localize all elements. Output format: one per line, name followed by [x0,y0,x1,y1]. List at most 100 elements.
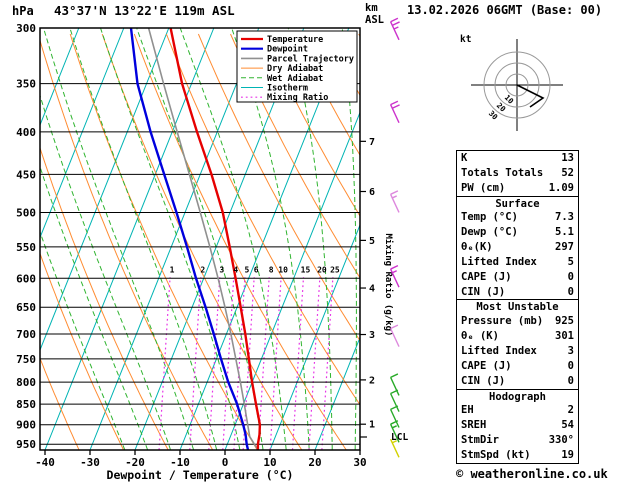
pressure-tick-label: 850 [16,398,36,411]
temperature-curve [169,28,262,450]
hodograph-ring-label: 30 [487,109,500,122]
mixing-ratio-label: 10 [278,266,288,275]
isotherm-line [405,28,455,450]
stats-label: Dewp (°C) [461,226,518,239]
pressure-tick-label: 700 [16,328,36,341]
temp-tick-label: 10 [263,456,276,469]
stats-label: CAPE (J) [461,270,512,283]
hodograph-ring [505,73,529,97]
dry-adiabat-line [40,357,80,450]
dry-adiabat-line [69,33,258,450]
stats-label: Pressure (mb) [461,315,544,328]
stats-label: Lifted Index [461,255,537,268]
temp-tick-label: -40 [35,456,55,469]
chart-border [39,27,361,451]
legend-label: Parcel Trajectory [267,53,354,64]
dry-adiabat-line [133,33,347,450]
dry-adiabat-line [40,146,169,450]
wind-barb [389,438,400,458]
lcl-label: LCL [391,432,408,443]
stats-value: 0 [567,285,574,298]
mixing-ratio-line [291,276,305,450]
stats-label: CAPE (J) [461,359,512,372]
stats-value: 52 [561,166,574,179]
stats-label: EH [461,404,474,417]
pressure-gridlines: 300 350 400 450 500 550 600 650 700 750 800 850 900 9… [16,22,360,451]
isotherm-line [40,28,125,239]
temp-tick-label: 0 [222,456,229,469]
isotherm-line [224,111,360,450]
mixing-ratio-line [222,276,235,450]
mixing-ratio-line [189,276,202,450]
stats-value: 0 [567,374,574,387]
dry-adiabat-line [101,33,303,450]
stats-row: CAPE (J) 0 [457,359,578,374]
stats-value: 54 [561,419,574,432]
temp-tick-label: -20 [125,456,145,469]
pressure-tick-label: 350 [16,78,36,91]
pressure-tick-label: 550 [16,241,36,254]
altitude-axis-unit: km [365,2,378,14]
stats-value: 1.09 [548,181,574,194]
wind-barb [389,17,400,41]
hodograph-ring [494,62,540,108]
wet-adiabat-line [231,28,310,450]
wet-adiabat-line [40,165,149,450]
mixing-ratio-label: 15 [301,266,311,275]
km-tick-label: 6 [369,187,375,198]
stats-value: 5.1 [555,226,574,239]
stats-label: Lifted Index [461,344,537,357]
wind-barb [389,324,400,347]
mixing-ratio-axis-label: Mixing Ratio (g/kg) [383,234,394,337]
skewt-chart: 3003504004505005506006507007508008509009… [16,17,455,482]
wind-barb [389,100,400,124]
wet-adiabat-line [69,28,218,450]
dry-adiabat-line [294,33,360,157]
stats-row: K 13 [457,151,578,166]
stats-row: CIN (J) 0 [457,374,578,389]
wind-barb [389,190,400,213]
wind-barb [389,420,400,443]
km-tick-label: 7 [369,137,375,148]
mixing-ratio-line [269,276,282,450]
legend-label: Dry Adiabat [267,63,323,74]
hodograph-ring [483,51,551,119]
stats-label: CIN (J) [461,285,506,298]
stats-row: CIN (J) 0 [457,285,578,300]
stats-value: 0 [567,359,574,372]
dry-adiabat-line [262,33,360,218]
mixing-ratio-line [233,276,246,450]
hodograph-trace [516,84,545,108]
km-tick-label: 3 [369,330,375,341]
x-axis-label: Dewpoint / Temperature (°C) [107,468,294,482]
wet-adiabat-line [287,28,333,450]
stats-row: StmDir 330° [457,433,578,448]
stats-value: 3 [567,344,574,357]
datetime-label: 13.02.2026 06GMT (Base: 00) [407,3,603,17]
mixing-ratio-line [158,276,171,450]
mixing-ratio-label: 25 [330,266,340,275]
pressure-tick-label: 600 [16,272,36,285]
pressure-tick-label: 650 [16,301,36,314]
km-tick-label: 1 [369,420,375,431]
temp-tick-label: -30 [80,456,100,469]
stats-row: Lifted Index 3 [457,344,578,359]
station-title: 43°37'N 13°22'E 119m ASL [54,3,235,18]
wind-barb [389,389,400,412]
wet-adiabat-line [341,28,357,450]
pressure-tick-label: 500 [16,206,36,219]
stats-section-header: Surface [457,195,578,211]
stats-row: CAPE (J) 0 [457,270,578,285]
stats-row: Totals Totals 52 [457,166,578,181]
stats-section-header: Hodograph [457,388,578,404]
stats-row: Dewp (°C) 5.1 [457,225,578,240]
stats-label: Temp (°C) [461,211,518,224]
temp-tick-label: -10 [170,456,190,469]
dry-adiabat-line [40,38,214,450]
mixing-ratio-label: 3 [219,266,224,275]
stats-label: StmSpd (kt) [461,448,531,461]
km-tick-label: 4 [369,284,375,295]
mixing-ratio-label: 8 [269,266,274,275]
stats-row: Lifted Index 5 [457,255,578,270]
